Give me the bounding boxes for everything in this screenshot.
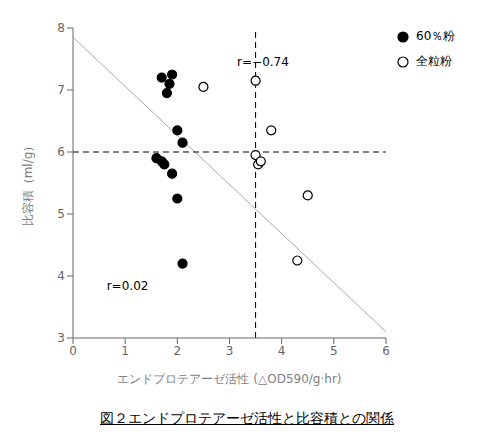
svg-text:5: 5 xyxy=(330,344,338,358)
svg-text:3: 3 xyxy=(57,331,65,345)
svg-text:4: 4 xyxy=(57,269,65,283)
svg-text:3: 3 xyxy=(226,344,234,358)
svg-text:5: 5 xyxy=(57,207,65,221)
svg-text:1: 1 xyxy=(121,344,129,358)
svg-text:0: 0 xyxy=(69,344,77,358)
svg-text:2: 2 xyxy=(174,344,182,358)
html-text:60％粉: 60％粉 xyxy=(416,29,456,43)
svg-text:r=−0.74: r=−0.74 xyxy=(237,55,289,69)
html-text:図２エンドプロテアーゼ活性と比容積との関係: 図２エンドプロテアーゼ活性と比容積との関係 xyxy=(100,410,394,426)
svg-text:7: 7 xyxy=(57,83,65,97)
svg-text:比容積（ml/g）: 比容積（ml/g） xyxy=(21,140,35,227)
svg-text:6: 6 xyxy=(382,344,390,358)
svg-text:8: 8 xyxy=(57,21,65,35)
html-text:全粒粉: 全粒粉 xyxy=(416,54,452,68)
svg-text:エンドプロテアーゼ活性 (△OD590/g·hr): エンドプロテアーゼ活性 (△OD590/g·hr) xyxy=(117,372,341,386)
svg-text:4: 4 xyxy=(278,344,286,358)
svg-text:r=0.02: r=0.02 xyxy=(107,279,149,293)
svg-text:6: 6 xyxy=(57,145,65,159)
